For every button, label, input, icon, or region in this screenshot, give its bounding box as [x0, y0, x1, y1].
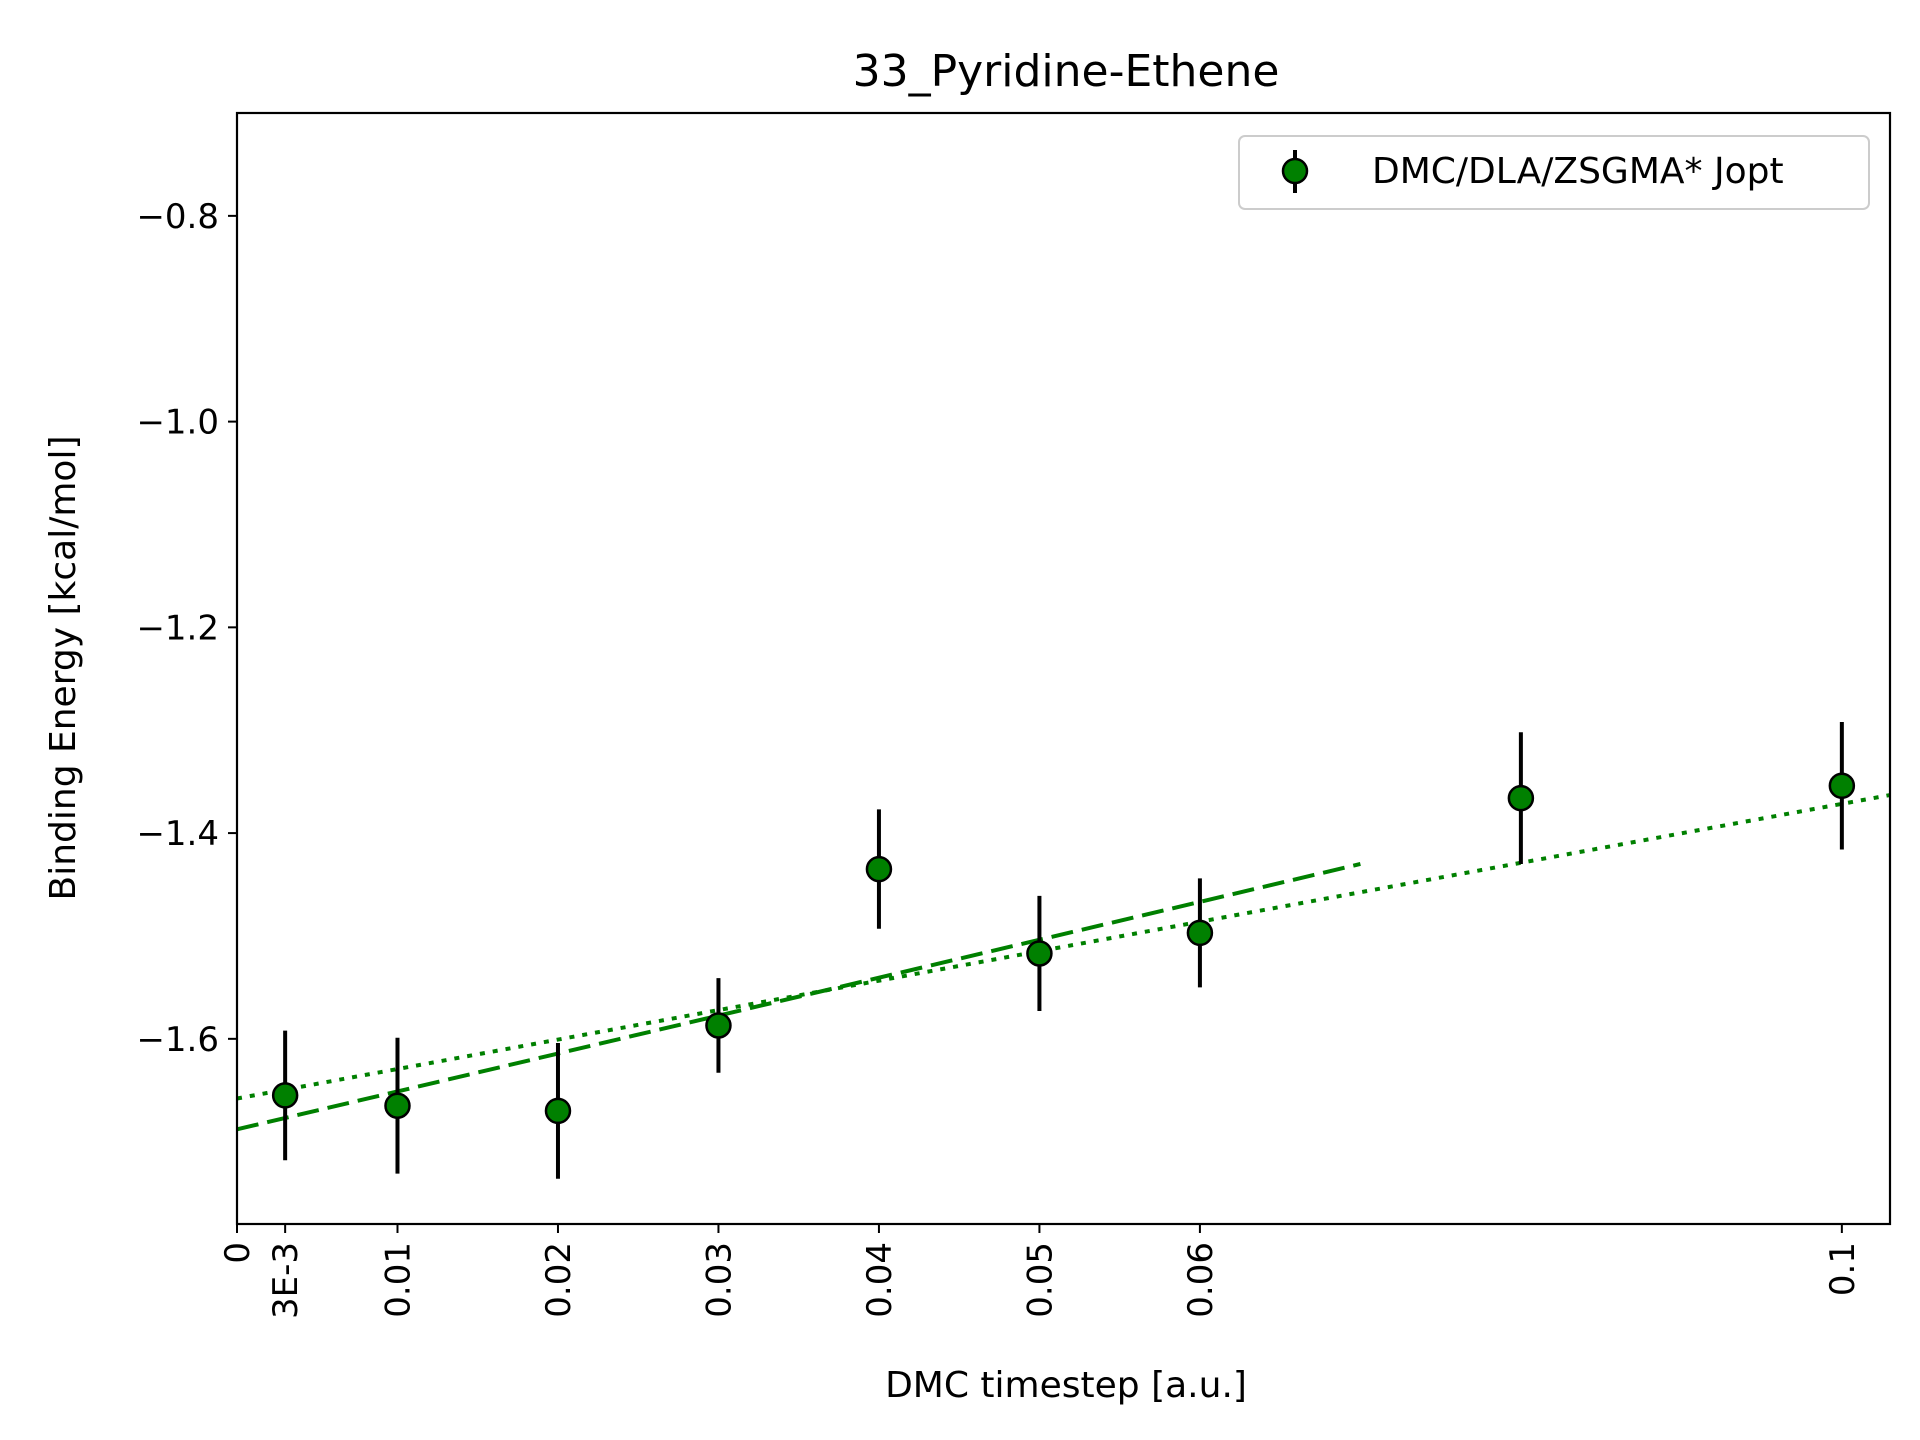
y-tick-label: −1.4: [136, 814, 219, 854]
x-tick-label: 0.01: [378, 1242, 418, 1318]
x-tick-label: 0.03: [699, 1242, 739, 1318]
y-axis: −0.8 −1.0 −1.2 −1.4 −1.6: [136, 197, 237, 1060]
data-point-4: [865, 855, 893, 883]
x-tick-label: 3E-3: [266, 1242, 306, 1319]
legend-marker: [1281, 157, 1309, 185]
data-point-6: [1186, 919, 1214, 947]
y-tick-label: −1.6: [136, 1020, 219, 1060]
chart-title: 33_Pyridine-Ethene: [853, 46, 1280, 97]
x-tick-label: 0.02: [539, 1242, 579, 1318]
x-tick-label: 0: [218, 1242, 258, 1264]
x-tick-label: 0.06: [1181, 1242, 1221, 1318]
data-point-2: [544, 1097, 572, 1125]
plot-frame: [235, 111, 1892, 1226]
data-point-5: [1026, 940, 1053, 967]
data-point-0: [271, 1082, 299, 1109]
legend-box: [1238, 135, 1870, 210]
x-tick-label: 0.05: [1020, 1242, 1060, 1318]
data-point-8: [1828, 772, 1856, 800]
x-axis-label: DMC timestep [a.u.]: [885, 1365, 1247, 1406]
data-point-3: [705, 1012, 732, 1039]
plot-area: [236, 721, 1891, 1179]
fit-line-dashed: [236, 862, 1361, 1132]
x-tick-label: 0.04: [860, 1242, 900, 1318]
legend: DMC/DLA/ZSGMA* Jopt: [1238, 135, 1870, 210]
data-point-1: [384, 1092, 411, 1119]
data-point-7: [1507, 784, 1535, 812]
y-tick-label: −1.2: [136, 608, 219, 648]
y-tick-label: −0.8: [136, 197, 219, 237]
x-axis: 0 3E-3 0.01 0.02 0.03 0.04 0.05 0.06 0.1: [218, 1224, 1863, 1319]
x-tick-label: 0.1: [1823, 1242, 1863, 1296]
y-tick-label: −1.0: [136, 403, 219, 443]
legend-label: DMC/DLA/ZSGMA* Jopt: [1372, 151, 1784, 192]
y-axis-label: Binding Energy [kcal/mol]: [43, 436, 84, 901]
